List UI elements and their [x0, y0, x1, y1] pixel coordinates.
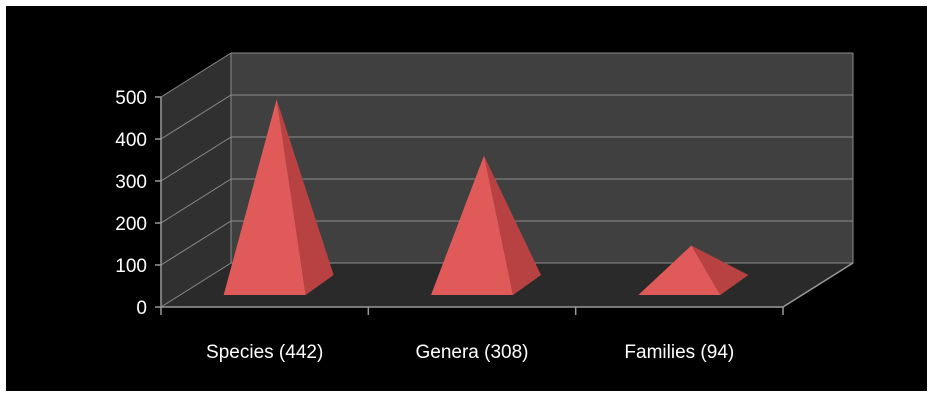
- chart-frame: 0 100 200 300 400 500 Species (442) Genera (30…: [6, 6, 927, 391]
- pyramid-side-face: [691, 245, 749, 295]
- pyramid-bar: [223, 99, 334, 295]
- x-category-label: Genera (308): [415, 342, 528, 363]
- side-gridline: [160, 262, 232, 308]
- x-axis-category-labels: Species (442) Genera (308) Families (94): [206, 342, 734, 363]
- gridlines: [160, 52, 854, 308]
- floor-right-edge: [782, 262, 854, 308]
- side-wall: [161, 53, 231, 307]
- axes: [155, 96, 854, 315]
- side-gridline: [160, 136, 232, 182]
- y-axis-tick-labels: 0 100 200 300 400 500: [115, 88, 147, 319]
- pyramid-bar: [431, 155, 541, 295]
- pyramid-side-face: [276, 99, 334, 295]
- pyramid-chart: 0 100 200 300 400 500 Species (442) Genera (30…: [115, 52, 854, 363]
- pyramid-front-face: [223, 99, 306, 295]
- y-tick-label: 0: [136, 298, 147, 319]
- pyramid-marks: [223, 99, 749, 295]
- y-tick-label: 400: [115, 130, 147, 151]
- x-category-label: Families (94): [624, 342, 734, 363]
- back-wall: [231, 53, 853, 263]
- y-tick-label: 200: [115, 214, 147, 235]
- y-tick-label: 100: [115, 256, 147, 277]
- y-tick-label: 500: [115, 88, 147, 109]
- pyramid-front-face: [431, 155, 513, 295]
- side-gridline: [160, 178, 232, 224]
- y-tick-label: 300: [115, 172, 147, 193]
- side-gridline: [160, 52, 232, 98]
- pyramid-side-face: [484, 155, 541, 295]
- side-gridline: [160, 94, 232, 140]
- x-category-label: Species (442): [206, 342, 323, 363]
- pyramid-front-face: [638, 245, 721, 295]
- side-gridline: [160, 220, 232, 266]
- pyramid-bar: [638, 245, 749, 295]
